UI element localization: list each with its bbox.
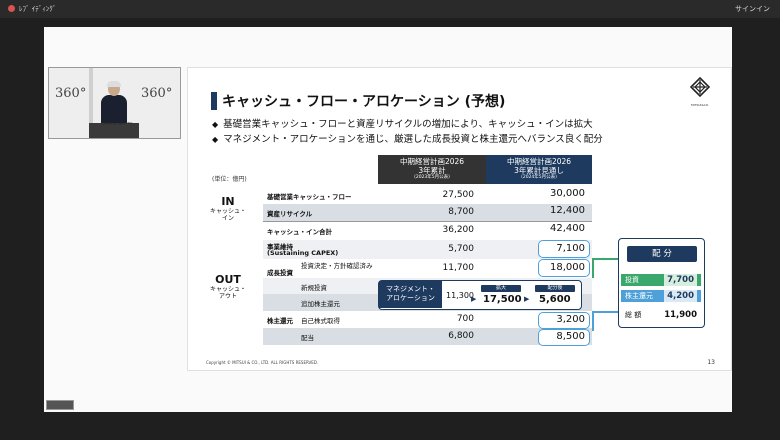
mitsui-logo-icon bbox=[689, 76, 711, 98]
company-logo: MITSUI&CO. bbox=[687, 76, 713, 109]
table-row: キャッシュ・イン合計 36,200 42,400 bbox=[263, 221, 592, 238]
speaker-figure bbox=[101, 81, 127, 128]
forecast-buyback-value: 3,200 bbox=[538, 312, 590, 329]
title-accent-bar bbox=[211, 92, 217, 110]
table-row: 資産リサイクル 8,700 12,400 bbox=[263, 204, 592, 221]
cash-out-icon: OUT bbox=[215, 273, 241, 286]
cash-in-icon: IN bbox=[221, 195, 235, 208]
arrow-right-icon: ▶ bbox=[524, 295, 530, 303]
allocation-shareholder-return: 株主還元 4,200 bbox=[621, 290, 701, 302]
connector-line bbox=[592, 311, 618, 313]
page-number: 13 bbox=[707, 359, 715, 366]
bullet-item: 基礎営業キャッシュ・フローと資産リサイクルの増加により、キャッシュ・インは拡大 bbox=[212, 117, 603, 132]
after-allocation-value: 5,600 bbox=[539, 294, 571, 305]
additional-return-value: 11,300 bbox=[446, 291, 474, 300]
connector-line bbox=[592, 311, 594, 331]
table-row: 基礎営業キャッシュ・フロー 27,500 30,000 bbox=[267, 188, 585, 201]
table-row: 配当 6,800 bbox=[263, 328, 592, 345]
table-row: 株主還元 自己株式取得 700 bbox=[267, 314, 474, 325]
expand-value: 17,500 bbox=[483, 294, 522, 305]
slide-title: キャッシュ・フロー・アロケーション (予想) bbox=[222, 94, 506, 110]
nameplate: 三井物産株式会社 CEO bbox=[101, 121, 133, 125]
arrow-right-icon: ▶ bbox=[471, 295, 477, 303]
connector-line bbox=[592, 258, 594, 278]
after-allocation-label: 配分後 bbox=[535, 285, 575, 292]
copyright: Copyright © MITSUI & CO., LTD. ALL RIGHT… bbox=[206, 360, 319, 365]
unit-label: (単位：億円) bbox=[212, 176, 247, 183]
column-header-forecast: 中期経営計画2026 3年累計見通し (2024年5月公表) bbox=[486, 155, 592, 184]
connector-line bbox=[592, 258, 618, 260]
logo-text: MITSUI&CO. bbox=[691, 103, 709, 107]
allocation-investment: 投資 7,700 bbox=[621, 274, 701, 286]
bullet-list: 基礎営業キャッシュ・フローと資産リサイクルの増加により、キャッシュ・インは拡大 … bbox=[212, 117, 603, 147]
expand-label: 拡大 bbox=[481, 285, 521, 292]
app-title: ﾚﾌﾞ ｲﾃﾞｨﾝｸﾞ bbox=[19, 5, 57, 13]
layout-toggle-icon[interactable] bbox=[46, 400, 74, 410]
podium bbox=[89, 123, 139, 138]
backdrop-text-right: 360° bbox=[141, 86, 173, 101]
table-row: 成長投資 投資決定・方針確認済み 11,700 bbox=[267, 262, 474, 277]
forecast-sustaining-value: 7,100 bbox=[538, 240, 590, 258]
speaker-video[interactable]: 360° 360° 三井物産株式会社 CEO bbox=[48, 67, 181, 139]
forecast-dividend-value: 8,500 bbox=[538, 329, 590, 346]
cash-out-block: OUT キャッシュ・ アウト bbox=[210, 273, 247, 301]
allocation-header: 配 分 bbox=[627, 246, 697, 262]
bullet-item: マネジメント・アロケーションを通じ、厳選した成長投資と株主還元へバランス良く配分 bbox=[212, 132, 603, 147]
signin-link[interactable]: サインイン bbox=[735, 5, 770, 13]
slide: キャッシュ・フロー・アロケーション (予想) MITSUI&CO. 基礎営業キャ… bbox=[187, 67, 732, 371]
table-row: 事業維持 (Sustaining CAPEX) 5,700 bbox=[263, 240, 592, 259]
allocation-total: 総 額 11,900 bbox=[625, 310, 697, 320]
record-icon bbox=[8, 5, 15, 12]
backdrop-text-left: 360° bbox=[55, 86, 87, 101]
allocation-summary: 配 分 投資 7,700 株主還元 4,200 総 額 11,900 bbox=[618, 238, 705, 328]
column-header-plan: 中期経営計画2026 3年累計 (2023年5月公表) bbox=[378, 155, 486, 184]
management-allocation-label: マネジメント・ アロケーション bbox=[379, 281, 442, 308]
management-allocation-box: マネジメント・ アロケーション 11,300 ▶ 拡大 17,500 ▶ 配分後… bbox=[378, 280, 582, 310]
title-bar: ﾚﾌﾞ ｲﾃﾞｨﾝｸﾞ サインイン bbox=[0, 0, 780, 18]
forecast-growth-value: 18,000 bbox=[538, 259, 590, 277]
cash-in-block: IN キャッシュ・ イン bbox=[210, 195, 247, 223]
